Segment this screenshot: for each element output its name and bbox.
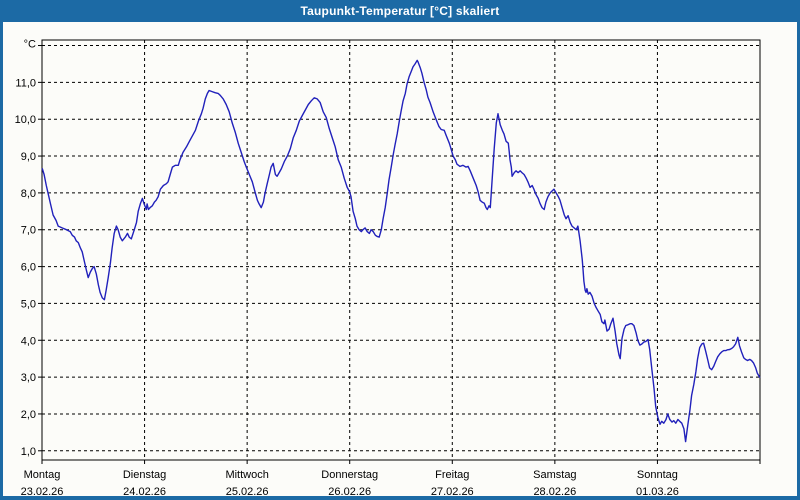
- x-day-name: Freitag: [435, 469, 469, 481]
- x-day-date: 23.02.26: [21, 486, 64, 496]
- x-day-date: 01.03.26: [636, 486, 679, 496]
- x-day-name: Montag: [24, 469, 61, 481]
- y-tick-label: 8,0: [21, 188, 36, 200]
- y-tick-label: 1,0: [21, 446, 36, 458]
- y-tick-label: 3,0: [21, 372, 36, 384]
- x-day-date: 25.02.26: [226, 486, 269, 496]
- y-tick-label: 5,0: [21, 298, 36, 310]
- plot-frame: [41, 39, 761, 461]
- title-bar[interactable]: Taupunkt-Temperatur [°C] skaliert: [0, 0, 800, 22]
- y-tick-label: 9,0: [21, 151, 36, 163]
- y-axis-unit-label: °C: [24, 39, 36, 51]
- x-day-name: Donnerstag: [321, 469, 378, 481]
- x-day-name: Samstag: [533, 469, 576, 481]
- temperature-line: [41, 59, 761, 443]
- y-tick-label: 11,0: [15, 77, 36, 89]
- y-tick-label: 10,0: [15, 114, 36, 126]
- dewpoint-chart: 1,0 2,0 3,0 4,0 5,0 6,0 7,0 8,0 9,0 10,0 11,0 °C Mon…: [15, 39, 761, 498]
- chart-panel: 1,0 2,0 3,0 4,0 5,0 6,0 7,0 8,0 9,0 10,0 11,0 °C Mon…: [3, 22, 797, 498]
- y-tick-label: 7,0: [21, 225, 36, 237]
- x-day-date: 28.02.26: [533, 486, 576, 496]
- x-day-name: Mittwoch: [225, 469, 268, 481]
- x-day-date: 26.02.26: [328, 486, 371, 496]
- x-day-name: Sonntag: [637, 469, 678, 481]
- y-tick-label: 2,0: [21, 409, 36, 421]
- x-day-date: 24.02.26: [123, 486, 166, 496]
- y-tick-label: 6,0: [21, 262, 36, 274]
- x-day-name: Dienstag: [123, 469, 166, 481]
- window-title: Taupunkt-Temperatur [°C] skaliert: [300, 4, 500, 18]
- x-day-date: 27.02.26: [431, 486, 474, 496]
- y-tick-label: 4,0: [21, 335, 36, 347]
